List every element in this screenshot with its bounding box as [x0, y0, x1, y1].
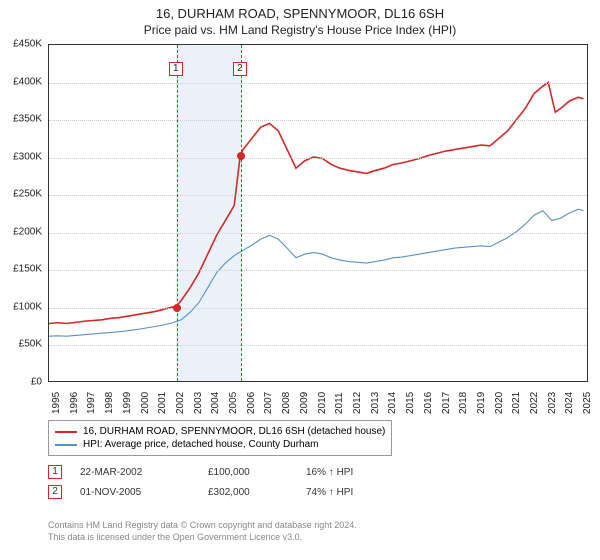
- sale-date: 22-MAR-2002: [80, 467, 190, 478]
- legend-label: 16, DURHAM ROAD, SPENNYMOOR, DL16 6SH (d…: [83, 426, 385, 437]
- footnote-line1: Contains HM Land Registry data © Crown c…: [48, 520, 357, 532]
- event-point: [173, 304, 181, 312]
- x-axis-label: 2000: [140, 392, 151, 414]
- sale-date: 01-NOV-2005: [80, 487, 190, 498]
- x-axis-label: 2014: [387, 392, 398, 414]
- legend-swatch: [55, 444, 77, 446]
- event-line: [177, 45, 178, 381]
- sale-marker: 1: [48, 465, 62, 479]
- x-axis-label: 2023: [547, 392, 558, 414]
- x-axis-label: 2022: [529, 392, 540, 414]
- x-axis-label: 1998: [104, 392, 115, 414]
- x-axis-label: 2001: [157, 392, 168, 414]
- x-axis-label: 2017: [441, 392, 452, 414]
- gridline: [49, 158, 587, 159]
- legend-label: HPI: Average price, detached house, Coun…: [83, 439, 319, 450]
- sale-row: 1 22-MAR-2002 £100,000 16% ↑ HPI: [48, 462, 353, 482]
- gridline: [49, 345, 587, 346]
- chart-title: 16, DURHAM ROAD, SPENNYMOOR, DL16 6SH: [0, 0, 600, 21]
- footnote-line2: This data is licensed under the Open Gov…: [48, 532, 357, 544]
- sales-table: 1 22-MAR-2002 £100,000 16% ↑ HPI 2 01-NOV-200…: [48, 462, 353, 502]
- chart-container: 16, DURHAM ROAD, SPENNYMOOR, DL16 6SH Pr…: [0, 0, 600, 560]
- sale-price: £302,000: [208, 487, 288, 498]
- gridline: [49, 120, 587, 121]
- legend-item: 16, DURHAM ROAD, SPENNYMOOR, DL16 6SH (d…: [55, 425, 385, 438]
- gridline: [49, 270, 587, 271]
- x-axis-label: 2025: [582, 392, 593, 414]
- x-axis-label: 2011: [334, 392, 345, 414]
- x-axis-label: 1999: [122, 392, 133, 414]
- x-axis-label: 2009: [299, 392, 310, 414]
- x-axis-label: 2018: [458, 392, 469, 414]
- x-axis-label: 2021: [511, 392, 522, 414]
- x-axis-label: 2004: [210, 392, 221, 414]
- x-axis-label: 1995: [51, 392, 62, 414]
- sale-price: £100,000: [208, 467, 288, 478]
- gridline: [49, 195, 587, 196]
- sale-delta: 16% ↑ HPI: [306, 467, 353, 478]
- x-axis-label: 2003: [193, 392, 204, 414]
- gridline: [49, 233, 587, 234]
- event-marker: 2: [233, 62, 247, 76]
- x-axis-label: 2006: [246, 392, 257, 414]
- event-marker: 1: [169, 62, 183, 76]
- event-point: [237, 152, 245, 160]
- chart-subtitle: Price paid vs. HM Land Registry's House …: [0, 21, 600, 41]
- x-axis-label: 2008: [281, 392, 292, 414]
- x-axis-label: 2005: [228, 392, 239, 414]
- series-line: [49, 209, 583, 336]
- gridline: [49, 308, 587, 309]
- sale-delta: 74% ↑ HPI: [306, 487, 353, 498]
- x-axis-label: 2012: [352, 392, 363, 414]
- series-line: [49, 82, 583, 323]
- legend: 16, DURHAM ROAD, SPENNYMOOR, DL16 6SH (d…: [48, 420, 392, 456]
- x-axis-label: 2010: [317, 392, 328, 414]
- x-axis-label: 2015: [405, 392, 416, 414]
- x-axis-label: 2016: [423, 392, 434, 414]
- event-line: [241, 45, 242, 381]
- x-axis-label: 1996: [69, 392, 80, 414]
- x-axis-label: 2019: [476, 392, 487, 414]
- x-axis-label: 1997: [86, 392, 97, 414]
- sale-marker: 2: [48, 485, 62, 499]
- x-axis-label: 2007: [263, 392, 274, 414]
- x-axis-label: 2024: [564, 392, 575, 414]
- x-axis-label: 2020: [494, 392, 505, 414]
- legend-swatch: [55, 431, 77, 433]
- x-axis-label: 2002: [175, 392, 186, 414]
- sale-row: 2 01-NOV-2005 £302,000 74% ↑ HPI: [48, 482, 353, 502]
- footnote: Contains HM Land Registry data © Crown c…: [48, 520, 357, 543]
- line-series-svg: [49, 45, 587, 381]
- plot-area: [48, 44, 588, 382]
- legend-item: HPI: Average price, detached house, Coun…: [55, 438, 385, 451]
- gridline: [49, 83, 587, 84]
- x-axis-label: 2013: [370, 392, 381, 414]
